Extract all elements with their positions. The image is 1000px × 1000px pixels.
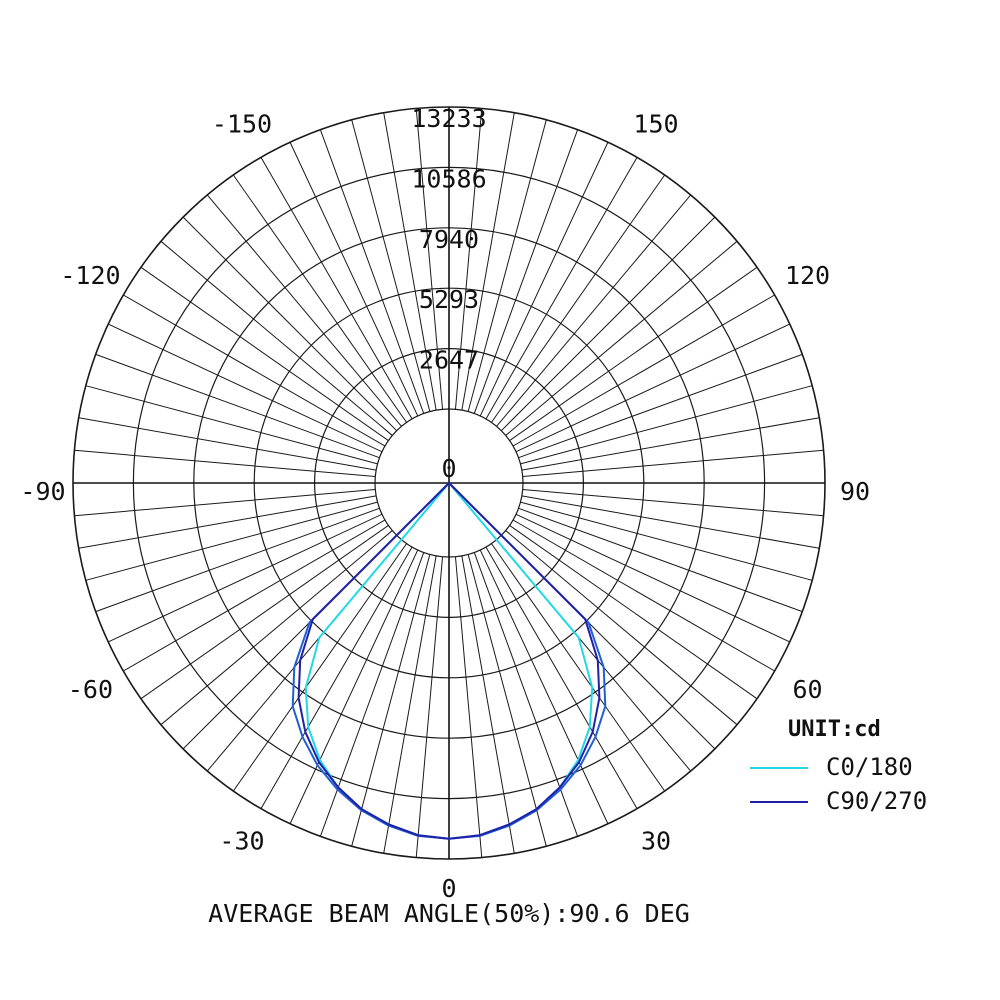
grid-spoke	[520, 385, 813, 465]
intensity-curves	[291, 482, 607, 840]
grid-spoke	[491, 174, 666, 423]
angle-tick-label: 90	[840, 477, 870, 506]
grid-spoke	[289, 549, 419, 824]
grid-spoke	[522, 488, 824, 517]
radial-tick-label: 10586	[411, 164, 486, 193]
grid-spoke	[491, 543, 666, 792]
grid-spoke	[232, 174, 407, 423]
angle-tick-label: -60	[68, 675, 113, 704]
radial-tick-label: 0	[441, 454, 456, 483]
grid-spoke	[160, 530, 393, 726]
grid-spoke	[74, 488, 376, 517]
angle-tick-labels: 0 30 60 90 120 150 -30 -60 -90 -120 -150	[20, 109, 870, 903]
grid-spoke	[95, 353, 380, 459]
angle-tick-label: 150	[633, 109, 678, 138]
radial-tick-label: 7940	[419, 225, 479, 254]
grid-spoke	[78, 495, 377, 549]
grid-spoke	[454, 108, 483, 410]
grid-spoke	[78, 417, 377, 471]
grid-spoke	[515, 513, 790, 643]
grid-spoke	[479, 142, 609, 417]
radial-tick-label: 2647	[419, 346, 479, 375]
grid-spoke	[289, 142, 419, 417]
beam-angle-footer: AVERAGE BEAM ANGLE(50%):90.6 DEG	[208, 899, 690, 928]
legend-label-c0-180: C0/180	[826, 753, 913, 781]
grid-spoke	[123, 519, 386, 672]
angle-tick-label: -90	[20, 477, 65, 506]
grid-spoke	[95, 507, 380, 613]
angle-tick-label: 0	[441, 874, 456, 903]
grid-spoke	[467, 554, 547, 847]
grid-spoke	[512, 294, 775, 447]
grid-spoke	[512, 519, 775, 672]
grid-spoke	[383, 112, 437, 411]
grid-spoke	[85, 385, 378, 465]
grid-spoke	[518, 507, 803, 613]
grid-spoke	[319, 129, 425, 414]
grid-spoke	[467, 119, 547, 412]
angle-tick-label: -120	[60, 261, 120, 290]
grid-spoke	[140, 525, 389, 700]
grid-spoke	[182, 216, 398, 432]
angle-tick-label: 120	[785, 261, 830, 290]
angle-tick-label: 60	[792, 675, 822, 704]
grid-spoke	[473, 129, 579, 414]
grid-spoke	[232, 543, 407, 792]
grid-spoke	[461, 555, 515, 854]
unit-label: UNIT:cd	[788, 717, 881, 742]
grid-spoke	[479, 549, 609, 824]
grid-spoke	[74, 449, 376, 478]
legend-label-c90-270: C90/270	[826, 787, 927, 815]
grid-spoke	[520, 501, 813, 581]
polar-grid	[72, 106, 826, 860]
grid-spoke	[505, 530, 738, 726]
grid-spoke	[415, 556, 444, 858]
grid-spoke	[123, 294, 386, 447]
grid-spoke	[260, 157, 413, 420]
grid-spoke	[521, 417, 820, 471]
grid-spoke	[500, 216, 716, 432]
radial-tick-label: 13233	[411, 104, 486, 133]
grid-spoke	[485, 157, 638, 420]
grid-spoke	[515, 323, 790, 453]
legend: C0/180 C90/270	[750, 753, 927, 815]
grid-spoke	[485, 546, 638, 809]
grid-spoke	[206, 194, 402, 427]
angle-tick-label: -30	[219, 827, 264, 856]
radial-tick-labels: 0 2647 5293 7940 10586 13233	[411, 104, 486, 483]
grid-spoke	[351, 119, 431, 412]
radial-tick-label: 5293	[419, 285, 479, 314]
grid-spoke	[505, 240, 738, 436]
grid-spoke	[461, 112, 515, 411]
grid-spoke	[454, 556, 483, 858]
grid-spoke	[518, 353, 803, 459]
grid-spoke	[351, 554, 431, 847]
grid-spoke	[383, 555, 437, 854]
angle-tick-label: -150	[212, 109, 272, 138]
grid-spoke	[140, 266, 389, 441]
grid-spoke	[160, 240, 393, 436]
grid-spoke	[108, 323, 383, 453]
grid-spoke	[509, 266, 758, 441]
grid-spoke	[85, 501, 378, 581]
angle-tick-label: 30	[641, 827, 671, 856]
grid-spoke	[415, 108, 444, 410]
grid-spoke	[509, 525, 758, 700]
grid-spoke	[108, 513, 383, 643]
grid-spoke	[260, 546, 413, 809]
grid-spoke	[496, 194, 692, 427]
grid-spoke	[522, 449, 824, 478]
grid-spoke	[521, 495, 820, 549]
curve-c90-270	[297, 482, 601, 840]
